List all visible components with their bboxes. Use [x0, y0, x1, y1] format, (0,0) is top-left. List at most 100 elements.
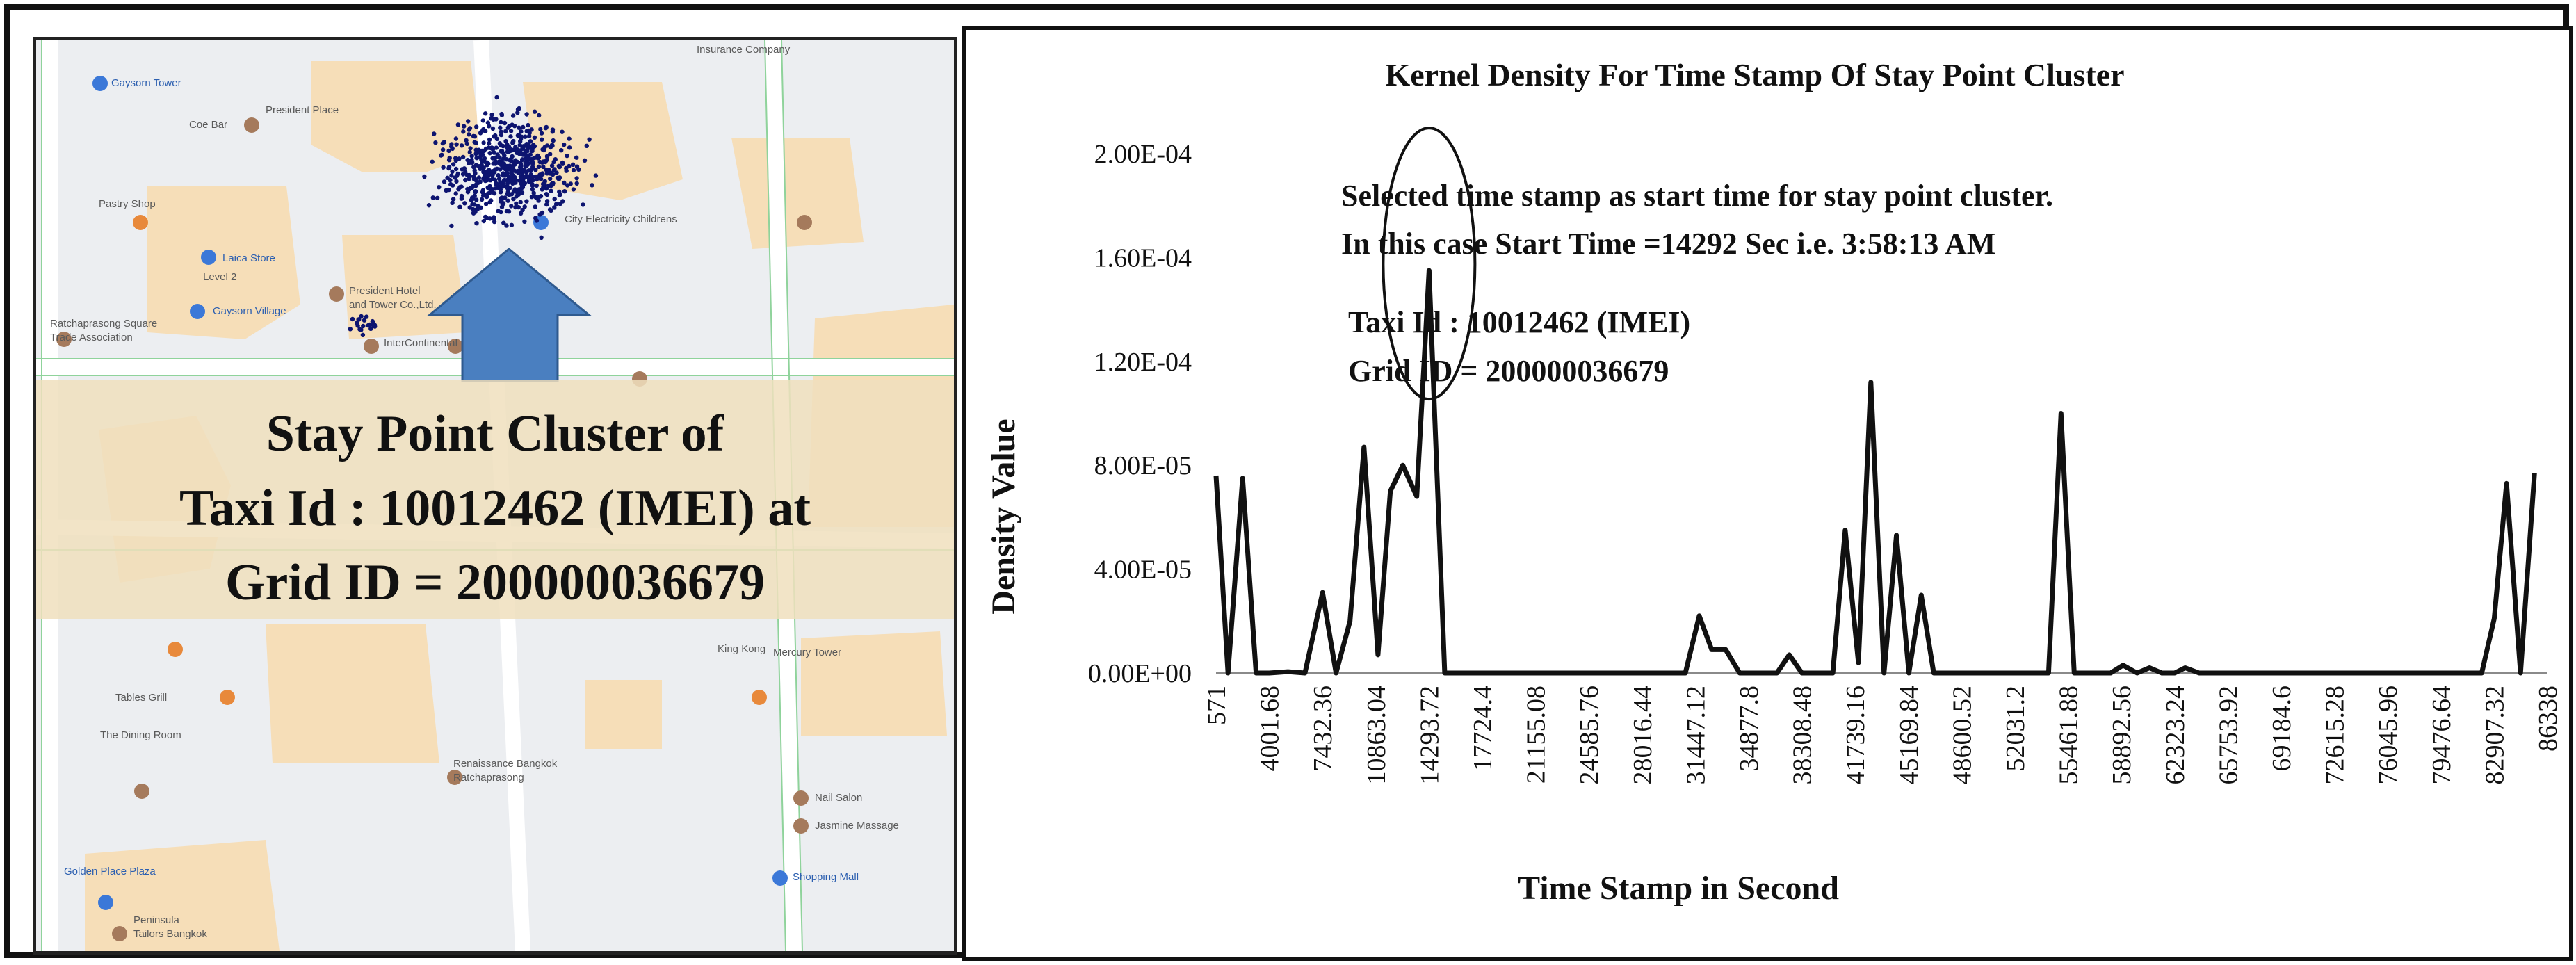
stay-point: [567, 163, 572, 169]
x-tick-label: 62323.24: [2161, 686, 2190, 785]
stay-point: [518, 211, 524, 216]
stay-point: [570, 162, 576, 167]
stay-point: [562, 189, 567, 194]
stay-point: [528, 139, 533, 144]
stay-point: [530, 164, 535, 170]
x-tick-label: 21155.08: [1522, 686, 1551, 784]
stay-point: [467, 132, 471, 137]
stay-point: [560, 129, 565, 134]
stay-point: [498, 167, 503, 172]
stay-point: [499, 129, 503, 134]
stay-point: [567, 136, 572, 141]
stay-point: [521, 124, 526, 130]
caption-band: [36, 380, 954, 619]
stay-point: [492, 219, 497, 225]
stay-point: [471, 177, 477, 181]
stay-point: [474, 221, 479, 226]
stay-point: [505, 184, 510, 190]
stay-point: [529, 156, 534, 162]
stay-point: [494, 117, 499, 122]
stay-point: [517, 149, 522, 154]
stay-point: [530, 181, 535, 187]
stay-point: [511, 138, 516, 144]
stay-point: [469, 158, 474, 163]
stay-point: [348, 327, 353, 332]
x-axis-ticks: 571 4001.68 7432.36 10863.04 14293.72 17724.4…: [1202, 686, 2563, 785]
x-tick-label: 76045.96: [2374, 686, 2403, 785]
stay-point: [574, 176, 579, 181]
stay-point: [457, 204, 462, 209]
stay-point: [552, 205, 557, 210]
annotation-line-3: Taxi Id : 10012462 (IMEI): [1348, 305, 1690, 339]
stay-point: [486, 186, 491, 191]
stay-point: [481, 169, 486, 174]
stay-point: [474, 124, 479, 129]
stay-point: [501, 143, 505, 149]
stay-point: [486, 145, 491, 150]
x-tick-label: 45169.84: [1895, 686, 1924, 785]
map-labels: Gaysorn Tower President Place Coe Bar Pastr…: [50, 44, 899, 940]
stay-point: [459, 193, 464, 199]
stay-point: [523, 134, 528, 139]
stay-point: [532, 109, 537, 114]
x-tick-label: 55461.88: [2055, 686, 2084, 785]
stay-point: [498, 125, 503, 130]
stay-point: [350, 316, 355, 322]
stay-point: [501, 220, 506, 225]
stay-point: [507, 193, 512, 197]
stay-point: [531, 143, 536, 147]
x-tick-label: 58892.56: [2107, 686, 2137, 785]
stay-point: [435, 195, 440, 200]
stay-point: [471, 206, 476, 212]
stay-point: [541, 164, 546, 170]
stay-point: [544, 202, 549, 207]
stay-point: [571, 168, 576, 173]
stay-point: [454, 142, 459, 147]
stay-point: [474, 197, 479, 202]
stay-point: [453, 166, 459, 172]
stay-point: [440, 140, 445, 146]
stay-point: [574, 155, 579, 160]
start-time-highlight-ellipse: [1382, 127, 1477, 401]
map-label: Tailors Bangkok: [133, 928, 207, 940]
stay-point: [510, 154, 515, 159]
stay-point: [524, 174, 528, 179]
stay-point: [512, 177, 517, 182]
stay-point: [560, 199, 565, 204]
stay-point: [487, 172, 492, 177]
stay-point: [464, 138, 469, 143]
stay-point: [473, 147, 478, 152]
map-canvas: Gaysorn Tower President Place Coe Bar Pastr…: [36, 40, 954, 951]
stay-point: [503, 138, 508, 144]
stay-point: [519, 190, 525, 195]
stay-point: [432, 131, 437, 136]
map-label: Jasmine Massage: [815, 820, 899, 832]
stay-point: [446, 165, 451, 171]
stay-point: [509, 222, 515, 227]
stay-point: [430, 159, 435, 164]
y-tick-label: 0.00E+00: [1088, 659, 1192, 688]
stay-point: [512, 124, 517, 129]
stay-point: [506, 209, 512, 214]
x-tick-label: 69184.6: [2267, 686, 2296, 772]
stay-point: [539, 131, 544, 136]
stay-point: [522, 204, 527, 209]
map-label: InterContinental: [384, 337, 457, 349]
stay-point: [567, 145, 572, 150]
stay-point: [451, 162, 456, 167]
stay-point: [480, 148, 485, 154]
y-tick-label: 1.20E-04: [1094, 348, 1192, 377]
stay-point: [518, 186, 524, 191]
stay-point: [518, 200, 523, 204]
x-tick-label: 72615.28: [2321, 686, 2350, 785]
stay-point: [453, 136, 459, 141]
stay-point: [548, 176, 553, 181]
stay-point: [499, 195, 504, 201]
x-tick-label: 48600.52: [1947, 686, 1977, 785]
stay-point: [493, 133, 498, 138]
stay-point: [571, 187, 576, 192]
stay-point: [536, 195, 542, 200]
map-label: Renaissance Bangkok: [453, 758, 558, 770]
annotation-line-2: In this case Start Time =14292 Sec i.e. …: [1341, 227, 1995, 261]
stay-point: [549, 188, 553, 193]
